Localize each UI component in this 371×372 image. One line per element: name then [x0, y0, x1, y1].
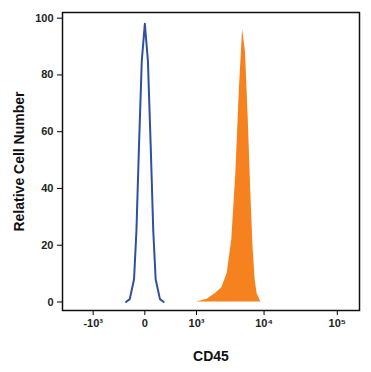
svg-text:10⁴: 10⁴ — [255, 317, 273, 329]
svg-text:60: 60 — [41, 125, 53, 137]
svg-text:-10³: -10³ — [83, 317, 103, 329]
svg-text:100: 100 — [35, 12, 53, 24]
svg-text:0: 0 — [142, 317, 148, 329]
svg-text:Relative Cell Number: Relative Cell Number — [11, 91, 27, 232]
svg-text:80: 80 — [41, 68, 53, 80]
svg-text:40: 40 — [41, 182, 53, 194]
svg-text:10⁵: 10⁵ — [329, 317, 346, 329]
svg-text:0: 0 — [47, 296, 53, 308]
svg-text:CD45: CD45 — [193, 348, 229, 364]
svg-text:20: 20 — [41, 239, 53, 251]
svg-text:10³: 10³ — [189, 317, 205, 329]
